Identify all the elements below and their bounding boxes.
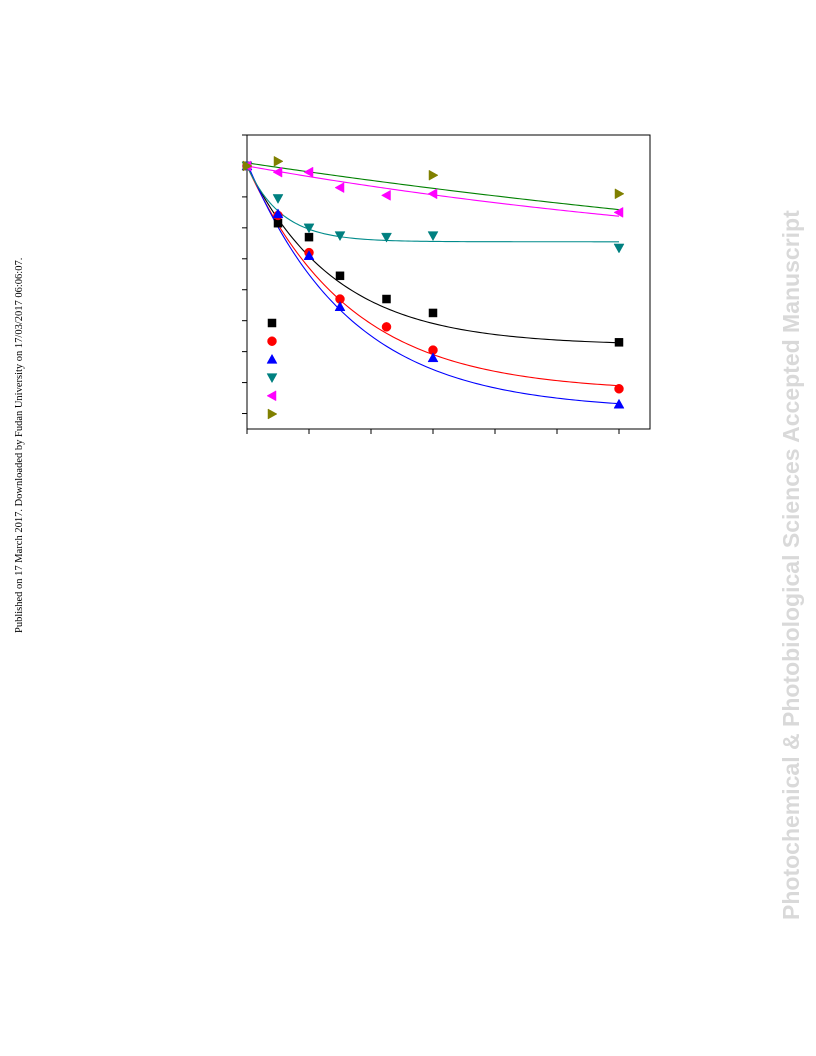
legend	[266, 318, 278, 420]
point-s4-3	[334, 182, 345, 194]
point-s2-5	[613, 398, 625, 409]
point-s0-4	[382, 294, 391, 304]
fit-curve-5	[246, 162, 620, 211]
legend-marker-2	[266, 353, 278, 364]
point-s0-1	[273, 218, 283, 228]
fit-curves	[246, 162, 620, 405]
legend-marker-3	[266, 373, 278, 384]
fit-curve-2	[246, 162, 620, 405]
y-axis-ticks	[242, 134, 247, 415]
point-s3-3	[334, 231, 346, 242]
point-s0-2	[304, 232, 314, 242]
point-s5-3	[614, 188, 625, 200]
x-axis-ticks	[246, 429, 620, 434]
legend-marker-0	[267, 318, 277, 328]
point-s3-5	[427, 231, 439, 242]
point-s5-2	[428, 169, 439, 181]
point-s3-1	[272, 194, 284, 204]
point-s4-5	[427, 188, 438, 200]
point-s2-4	[427, 352, 439, 363]
point-s2-3	[334, 301, 346, 312]
legend-marker-5	[267, 408, 278, 420]
point-s1-6	[614, 384, 624, 394]
point-s5-1	[273, 155, 284, 167]
legend-marker-1	[267, 336, 277, 346]
point-s3-2	[303, 223, 315, 234]
point-s2-1	[272, 208, 284, 219]
point-s0-5	[428, 308, 438, 318]
point-s0-3	[335, 271, 345, 281]
point-s4-4	[380, 189, 391, 201]
point-s3-4	[381, 232, 392, 243]
data-markers	[241, 155, 625, 409]
legend-marker-4	[266, 390, 277, 402]
point-s3-6	[613, 243, 625, 254]
point-s0-6	[614, 338, 624, 347]
point-s4-6	[613, 206, 624, 218]
point-s5-0	[242, 160, 253, 172]
plot-frame	[246, 134, 651, 430]
point-s1-4	[381, 322, 392, 332]
point-s2-2	[303, 250, 315, 260]
point-s4-1	[272, 166, 283, 178]
point-s4-2	[303, 166, 314, 178]
